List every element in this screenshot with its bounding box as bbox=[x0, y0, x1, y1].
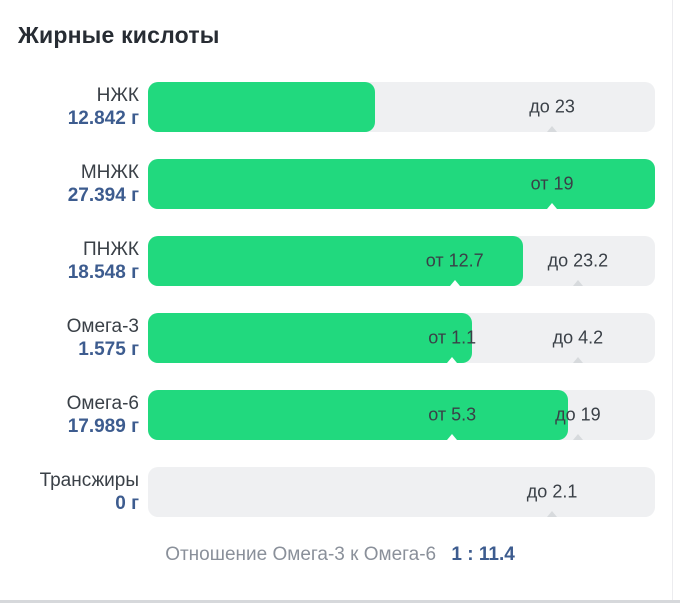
row-label: Трансжиры 0 г bbox=[0, 469, 148, 515]
marker-triangle-icon bbox=[547, 126, 558, 132]
marker-label: до 23 bbox=[529, 96, 575, 117]
marker-triangle-icon bbox=[572, 280, 583, 286]
marker-label: до 23.2 bbox=[547, 250, 609, 271]
bar-track: от 1.1 до 4.2 bbox=[148, 313, 655, 363]
marker-triangle-icon bbox=[547, 203, 558, 209]
row-name: ПНЖК bbox=[83, 238, 139, 260]
fatty-acid-row: НЖК 12.842 г до 23 bbox=[0, 82, 680, 132]
panel-right-divider bbox=[672, 0, 673, 603]
row-name: НЖК bbox=[96, 84, 139, 106]
row-label: Омега-3 1.575 г bbox=[0, 315, 148, 361]
bar-track: от 12.7 до 23.2 bbox=[148, 236, 655, 286]
marker-triangle-icon bbox=[572, 434, 583, 440]
bar-fill bbox=[148, 390, 568, 440]
omega-ratio-value: 1 : 11.4 bbox=[451, 544, 515, 565]
fatty-acid-row: МНЖК 27.394 г от 19 bbox=[0, 159, 680, 209]
omega-ratio-footer: Отношение Омега-3 к Омега-6 1 : 11.4 bbox=[0, 544, 680, 566]
row-value: 12.842 г bbox=[67, 108, 139, 129]
row-name: Омега-3 bbox=[66, 315, 139, 337]
fatty-acid-row: Омега-6 17.989 г от 5.3 до 19 bbox=[0, 390, 680, 440]
marker-label: от 1.1 bbox=[428, 327, 477, 348]
rows: НЖК 12.842 г до 23 МНЖК 27.394 г от 19 П… bbox=[0, 82, 680, 517]
bar-track: от 5.3 до 19 bbox=[148, 390, 655, 440]
marker-triangle-icon bbox=[449, 280, 460, 286]
bar-track: от 19 bbox=[148, 159, 655, 209]
fatty-acid-row: Трансжиры 0 г до 2.1 bbox=[0, 467, 680, 517]
row-name: МНЖК bbox=[80, 161, 139, 183]
row-name: Омега-6 bbox=[66, 392, 139, 414]
marker-label: от 5.3 bbox=[428, 404, 477, 425]
row-label: МНЖК 27.394 г bbox=[0, 161, 148, 207]
row-value: 0 г bbox=[115, 493, 139, 514]
row-label: НЖК 12.842 г bbox=[0, 84, 148, 130]
marker-triangle-icon bbox=[547, 511, 558, 517]
marker-label: до 4.2 bbox=[552, 327, 604, 348]
bar-fill bbox=[148, 159, 655, 209]
bar-fill bbox=[148, 313, 472, 363]
marker-triangle-icon bbox=[447, 434, 458, 440]
row-value: 1.575 г bbox=[78, 339, 139, 360]
bar-fill bbox=[148, 82, 376, 132]
page-title: Жирные кислоты bbox=[18, 22, 220, 48]
bar-fill bbox=[148, 236, 524, 286]
marker-label: до 2.1 bbox=[526, 481, 578, 502]
row-label: Омега-6 17.989 г bbox=[0, 392, 148, 438]
marker-label: от 19 bbox=[530, 173, 574, 194]
panel-bottom-divider bbox=[0, 600, 680, 603]
omega-ratio-label: Отношение Омега-3 к Омега-6 bbox=[165, 544, 437, 565]
fatty-acid-row: Омега-3 1.575 г от 1.1 до 4.2 bbox=[0, 313, 680, 363]
marker-label: от 12.7 bbox=[425, 250, 484, 271]
marker-triangle-icon bbox=[572, 357, 583, 363]
marker-label: до 19 bbox=[555, 404, 601, 425]
marker-triangle-icon bbox=[447, 357, 458, 363]
row-name: Трансжиры bbox=[39, 469, 139, 491]
row-value: 27.394 г bbox=[67, 185, 139, 206]
bar-track: до 2.1 bbox=[148, 467, 655, 517]
row-value: 18.548 г bbox=[67, 262, 139, 283]
row-value: 17.989 г bbox=[67, 416, 139, 437]
fatty-acid-row: ПНЖК 18.548 г от 12.7 до 23.2 bbox=[0, 236, 680, 286]
row-label: ПНЖК 18.548 г bbox=[0, 238, 148, 284]
bar-track: до 23 bbox=[148, 82, 655, 132]
